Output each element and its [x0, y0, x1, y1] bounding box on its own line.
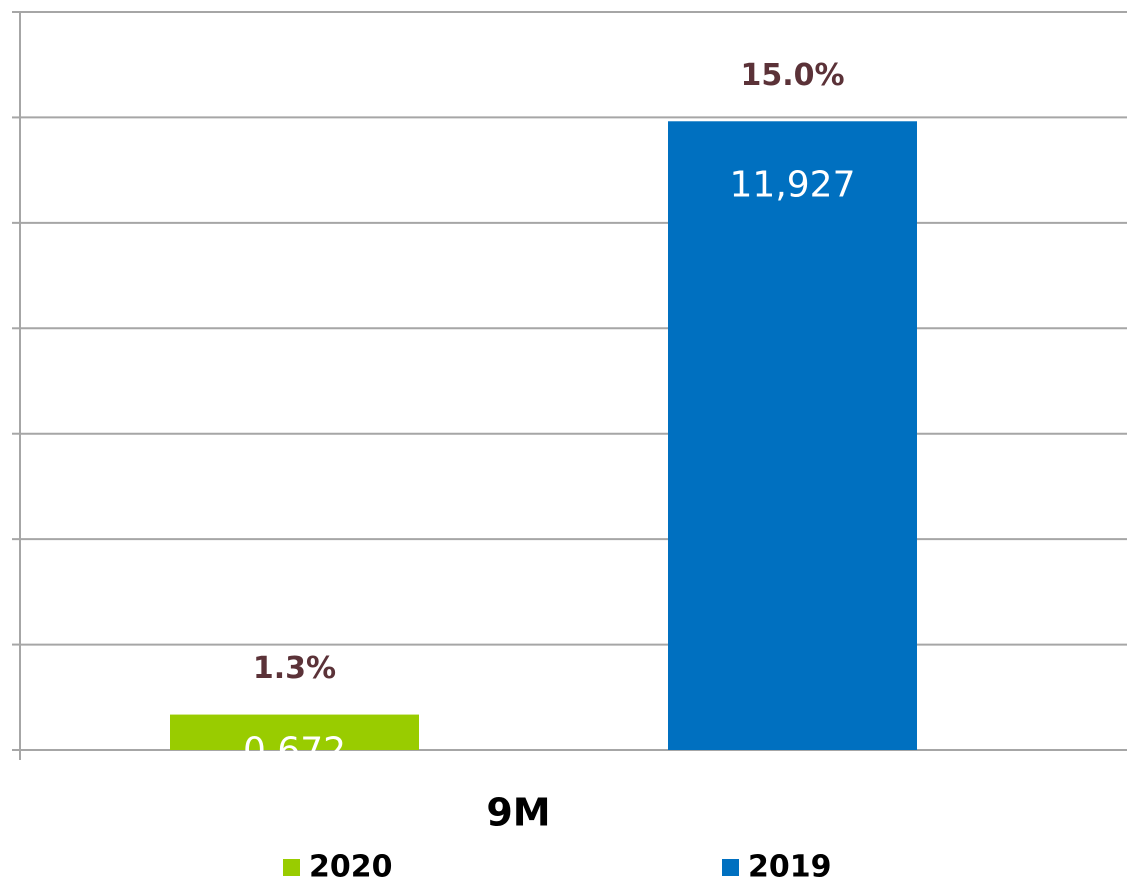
- legend-label: 2020: [309, 850, 393, 883]
- bar: [668, 121, 917, 750]
- bar: [170, 714, 419, 750]
- legend-swatch: [283, 859, 300, 876]
- value-label: 0,672: [243, 730, 346, 771]
- legend-label: 2019: [748, 850, 832, 883]
- x-tick-label: 9M: [486, 791, 550, 835]
- percent-label: 15.0%: [740, 58, 844, 93]
- percent-label: 1.3%: [253, 651, 336, 686]
- legend-swatch: [722, 859, 739, 876]
- value-label: 11,927: [730, 164, 856, 205]
